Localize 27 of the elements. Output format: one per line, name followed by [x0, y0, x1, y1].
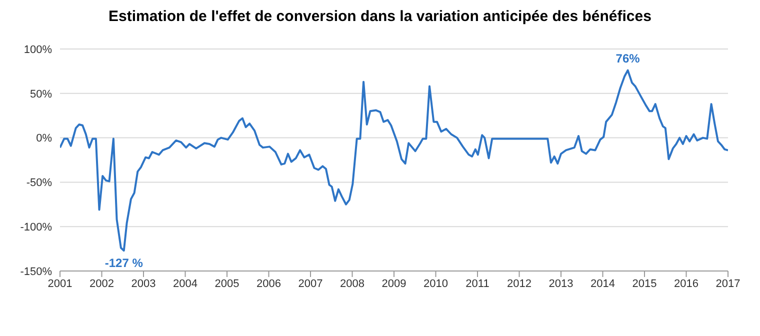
x-tick-label: 2011 [466, 278, 490, 290]
annotation: 76% [616, 51, 640, 66]
x-tick-label: 2016 [674, 278, 698, 290]
x-tick-label: 2017 [716, 278, 740, 290]
x-tick-label: 2002 [90, 278, 114, 290]
x-tick-label: 2012 [507, 278, 532, 290]
x-tick-label: 2015 [632, 278, 657, 290]
x-tick-label: 2003 [131, 278, 156, 290]
x-tick-label: 2009 [382, 278, 406, 290]
line-series [60, 69, 728, 252]
x-tick-label: 2001 [48, 278, 72, 290]
x-tick-label: 2004 [173, 278, 198, 290]
y-tick-label: -100% [20, 222, 52, 234]
y-tick-label: 0% [36, 132, 52, 145]
y-tick-label: 50% [30, 88, 52, 100]
y-tick-label: 100% [24, 44, 52, 56]
x-tick-label: 2008 [340, 278, 364, 290]
x-tick-label: 2010 [424, 278, 448, 290]
y-tick-label: -150% [20, 266, 52, 278]
x-tick-label: 2007 [298, 278, 323, 290]
annotation: -127 % [104, 256, 144, 270]
x-tick-label: 2006 [256, 278, 281, 290]
x-tick-label: 2014 [590, 278, 615, 290]
x-tick-label: 2013 [548, 278, 574, 290]
y-tick-label: -50% [26, 177, 52, 190]
x-tick-label: 2005 [214, 278, 240, 290]
chart-title: Estimation de l'effet de conversion dans la variation anticipée des bénéfices [108, 8, 652, 25]
